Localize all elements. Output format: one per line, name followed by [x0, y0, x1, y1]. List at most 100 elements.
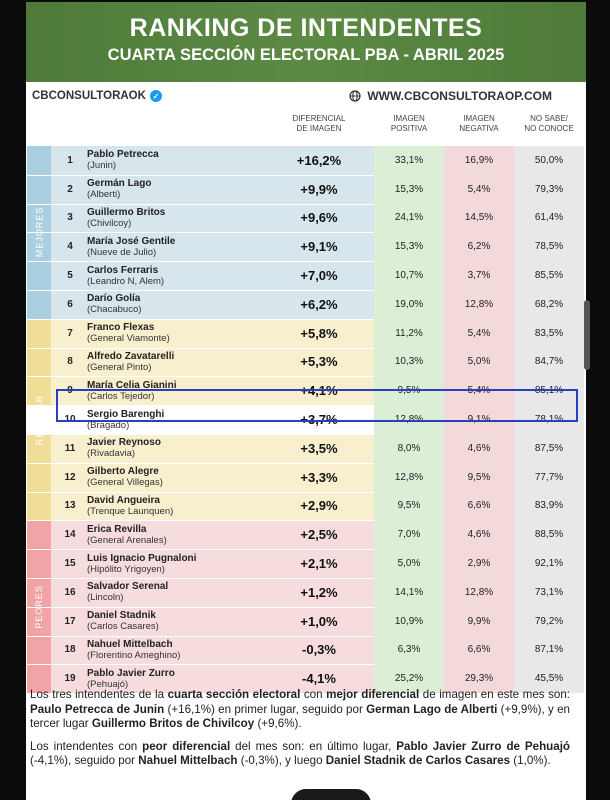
mayor-city: (Chacabuco) [87, 304, 142, 316]
table-row: 17 Daniel Stadnik (Carlos Casares) +1,0% 10,… [27, 606, 584, 637]
mayor-cell: María José Gentile (Nueve de Julio) [87, 232, 272, 261]
mayor-cell: Darío Golía (Chacabuco) [87, 290, 272, 319]
body-text: (-4,1%), seguido por [30, 754, 139, 767]
header-diferencial-text: DIFERENCIAL DE IMAGEN [292, 114, 346, 133]
mayor-name: Javier Reynoso [87, 437, 161, 449]
diferencial-value: +16,2% [296, 152, 342, 168]
mayor-name: Sergio Barenghi [87, 408, 165, 420]
positiva-value: 19,0% [374, 290, 444, 319]
positiva-value: 12,8% [374, 462, 444, 492]
globe-icon [349, 90, 361, 102]
negativa-value: 6,6% [444, 635, 514, 665]
positiva-value: 12,8% [374, 405, 444, 434]
mayor-name: Carlos Ferraris [87, 264, 159, 276]
diferencial-value: +3,5% [300, 440, 338, 456]
table-row: 15 Luis Ignacio Pugnaloni (Hipólito Yrigoy… [27, 549, 584, 579]
rank-number: 13 [64, 500, 76, 512]
rank-number: 7 [67, 327, 73, 339]
brand-handle: CBCONSULTORAOK ✓ [32, 90, 162, 102]
positiva-value: 10,3% [374, 347, 444, 377]
positiva-value: 7,0% [374, 520, 444, 550]
diferencial-value: +2,1% [300, 556, 338, 572]
diferencial-value: +3,3% [300, 469, 338, 485]
mayor-cell: David Angueira (Trenque Launquen) [87, 492, 272, 521]
rank-number: 12 [64, 471, 76, 483]
body-text: del mes son: en último lugar, [230, 739, 397, 753]
page-title: RANKING DE INTENDENTES [129, 14, 483, 42]
no-sabe-value: 68,2% [514, 290, 584, 319]
diferencial-value: +9,1% [300, 239, 338, 255]
mayor-cell: Erica Revilla (General Arenales) [87, 520, 272, 549]
bottom-floating-button[interactable] [291, 789, 371, 800]
diferencial-value: +3,7% [300, 412, 338, 428]
rank-number: 2 [67, 183, 73, 195]
positiva-value: 6,3% [374, 635, 444, 665]
mayor-city: (Nueve de Julio) [87, 246, 157, 258]
diferencial-value: +1,2% [300, 584, 338, 600]
highlight-box [56, 389, 578, 422]
mayor-cell: Germán Lago (Alberti) [87, 175, 272, 204]
body-text: (1,0%). [510, 754, 551, 767]
emphasis-text: mejor diferencial [326, 688, 420, 701]
mayor-name: María José Gentile [87, 235, 176, 247]
no-sabe-value: 78,5% [514, 232, 584, 262]
mayor-cell: Salvador Serenal (Lincoln) [87, 578, 272, 607]
mayor-name: David Angueira [87, 494, 160, 506]
negativa-value: 29,3% [444, 664, 514, 694]
group-background-peores [27, 520, 374, 694]
mayor-city: (Hipólito Yrigoyen) [87, 563, 165, 575]
brand-row: CBCONSULTORAOK ✓ WWW.CBCONSULTORAOP.COM [26, 82, 586, 110]
mayor-cell: Daniel Stadnik (Carlos Casares) [87, 607, 272, 636]
table-row: 8 Alfredo Zavatarelli (General Pinto) +5,3%… [27, 347, 584, 378]
positiva-value: 15,3% [374, 232, 444, 262]
rank-number: 8 [67, 356, 73, 368]
negativa-value: 6,6% [444, 491, 514, 521]
website-text: WWW.CBCONSULTORAOP.COM [367, 89, 552, 103]
negativa-value: 4,6% [444, 434, 514, 463]
emphasis-text: German Lago de Alberti [366, 702, 498, 716]
mayor-city: (Carlos Casares) [87, 621, 159, 633]
negativa-value: 12,8% [444, 578, 514, 607]
rank-number: 3 [67, 212, 73, 224]
no-sabe-value: 50,0% [514, 146, 584, 175]
table-row: 1 Pablo Petrecca (Junin) +16,2% 33,1% 16,9% 50… [27, 146, 584, 176]
diferencial-value: +9,9% [300, 181, 338, 197]
mayor-name: Darío Golía [87, 293, 141, 305]
positiva-value: 5,0% [374, 549, 444, 578]
positiva-value: 14,1% [374, 578, 444, 607]
mayor-name: Erica Revilla [87, 523, 147, 535]
summary-paragraph: Los tres intendentes de la cuarta secció… [30, 688, 570, 732]
no-sabe-value: 73,1% [514, 578, 584, 607]
rank-number: 19 [64, 673, 76, 685]
no-sabe-value: 85,5% [514, 261, 584, 290]
mayor-cell: Javier Reynoso (Rivadavia) [87, 434, 272, 463]
mayor-cell: Nahuel Mittelbach (Florentino Ameghino) [87, 636, 272, 665]
mayor-name: Gilberto Alegre [87, 466, 159, 478]
mayor-cell: Pablo Javier Zurro (Pehuajó) [87, 664, 272, 693]
table-row: 18 Nahuel Mittelbach (Florentino Ameghino)… [27, 635, 584, 666]
no-sabe-value: 79,2% [514, 606, 584, 636]
group-label-peores: PEORES [27, 520, 51, 694]
mayor-city: (Alberti) [87, 189, 121, 201]
no-sabe-value: 87,5% [514, 434, 584, 463]
header-negativa: IMAGEN NEGATIVA [444, 114, 514, 134]
emphasis-text: Daniel Stadnik de Carlos Casares [325, 754, 511, 767]
mayor-city: (General Villegas) [87, 477, 163, 489]
body-text: (+16,1%) en primer lugar, seguido por [164, 702, 367, 716]
negativa-value: 14,5% [444, 203, 514, 233]
positiva-value: 8,0% [374, 434, 444, 463]
positiva-value: 33,1% [374, 146, 444, 175]
table-row: 2 Germán Lago (Alberti) +9,9% 15,3% 5,4% 79,3% [27, 174, 584, 205]
no-sabe-value: 92,1% [514, 549, 584, 578]
scrollbar[interactable] [584, 300, 590, 370]
mayor-city: (General Pinto) [87, 361, 152, 373]
body-text: con [300, 688, 327, 701]
diferencial-value: +7,0% [300, 268, 338, 284]
body-text: Los intendentes con [30, 739, 143, 753]
negativa-value: 12,8% [444, 290, 514, 319]
mayor-city: (Junin) [87, 160, 117, 172]
negativa-value: 4,6% [444, 520, 514, 550]
ranking-card: RANKING DE INTENDENTES CUARTA SECCIÓN EL… [26, 2, 586, 800]
header-no-sabe: NO SABE/ NO CONOCE [514, 114, 584, 134]
header-negativa-text: IMAGEN NEGATIVA [459, 114, 499, 133]
